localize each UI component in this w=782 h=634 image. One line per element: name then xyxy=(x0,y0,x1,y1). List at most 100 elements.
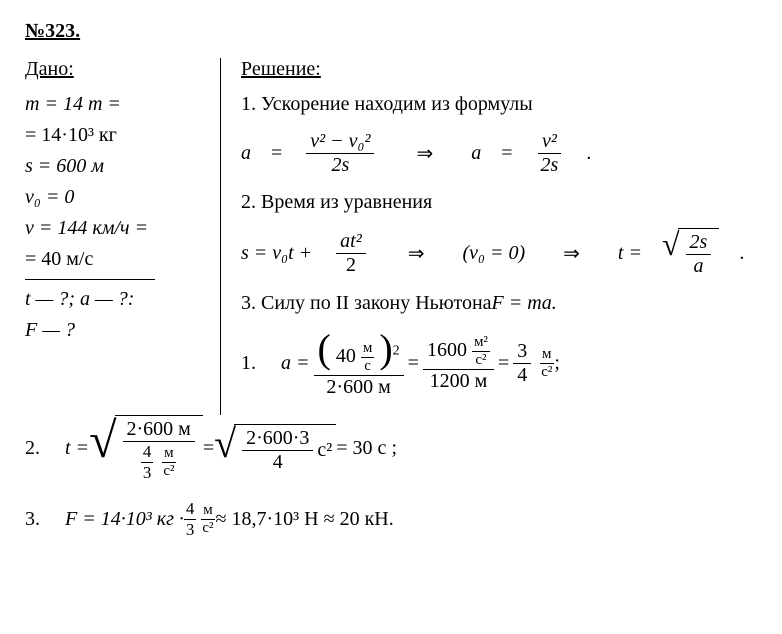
step2-text: 2. Время из уравнения xyxy=(241,191,757,214)
sq2-den: 4 xyxy=(269,451,287,474)
sqrt-den: a xyxy=(689,255,707,278)
var-a: a xyxy=(241,142,251,165)
u2-den: с² xyxy=(473,352,488,369)
step1-text: 1. Ускорение находим из формулы xyxy=(241,93,757,116)
given-v1: v = 144 км/ч = xyxy=(25,217,205,240)
sq1-den: 4 3 м с² xyxy=(137,442,181,483)
arrow-1: ⇒ xyxy=(416,141,433,166)
sqrt-num: 2s xyxy=(686,231,712,255)
given-v2: = 40 м/с xyxy=(25,248,205,271)
calc1-eq3: = xyxy=(498,352,509,375)
given-divider xyxy=(25,279,155,280)
mn: 1600 xyxy=(427,340,472,362)
calc1-a: a = xyxy=(281,352,310,375)
f2-num: v² xyxy=(538,130,561,154)
calc3-t1: F = 14·10³ кг · xyxy=(65,508,184,531)
question-f: F — ? xyxy=(25,319,205,342)
sqrt-sym1: √ xyxy=(89,415,116,483)
calc1-frac1: ( 40 м с )2 2·600 м xyxy=(314,329,404,399)
given-m2: = 14·10³ кг xyxy=(25,124,205,147)
sq1-frac: 2·600 м 4 3 м с² xyxy=(123,418,195,483)
sqrt-sym2: √ xyxy=(214,424,236,474)
given-m1: m = 14 т = xyxy=(25,93,205,116)
sqrt-body: 2s a xyxy=(678,228,720,278)
calc1: 1. a = ( 40 м с )2 2·600 м = 1600 xyxy=(241,329,757,399)
arrow-3: ⇒ xyxy=(563,241,580,266)
c3u-d: с² xyxy=(200,520,215,537)
res-den: 4 xyxy=(513,364,531,387)
solution-heading: Решение: xyxy=(241,58,757,81)
sq2-num: 2·600·3 xyxy=(242,427,313,451)
problem-number: №323. xyxy=(25,20,757,43)
step1-formula: a = v² − v₀² 2s ⇒ a = v² 2s . xyxy=(241,130,757,177)
eq2: = xyxy=(501,142,512,165)
u2-num: м² xyxy=(472,334,490,352)
calc1-mid-num: 1600 м² с² xyxy=(423,334,494,370)
f1-den: 2s xyxy=(327,154,353,177)
sq2-unit: с² xyxy=(317,439,332,462)
sq: 2 xyxy=(393,343,400,358)
at2-den: 2 xyxy=(342,254,360,277)
frac-1: v² − v₀² 2s xyxy=(306,130,374,177)
calc1-eq2: = xyxy=(408,352,419,375)
calc3-43: 4 3 xyxy=(184,499,197,540)
sqrt-2s-a: √ 2s a xyxy=(662,228,719,278)
calc1-frac2: 1600 м² с² 1200 м xyxy=(423,334,494,393)
rparen: ) xyxy=(379,326,392,371)
c3-3: 3 xyxy=(184,520,197,540)
ru-num: м xyxy=(540,346,554,364)
calc1-mid-den: 1200 м xyxy=(426,370,492,393)
sq1u-d: с² xyxy=(161,463,176,480)
t-eq: t = xyxy=(618,242,642,265)
calc2-sqrt1: √ 2·600 м 4 3 м с² xyxy=(89,415,203,483)
calc3: 3. F = 14·10³ кг · 4 3 м с² ≈ 18,7·10³ Н… xyxy=(25,499,757,540)
s-eq: s = v₀t + xyxy=(241,242,312,265)
given-s: s = 600 м xyxy=(25,155,205,178)
question-ta: t — ?; a — ?: xyxy=(25,288,205,311)
step3-formula: F = ma. xyxy=(492,292,557,315)
calc2-t: t = xyxy=(65,437,89,460)
calc1-bot: 2·600 м xyxy=(322,376,394,399)
calc2-sqrt2: √ 2·600·3 4 с² xyxy=(214,424,336,474)
at2-num: at² xyxy=(336,230,366,254)
sq2-frac: 2·600·3 4 xyxy=(242,427,313,474)
calc3-unit: м с² xyxy=(200,502,215,537)
var-a2: a xyxy=(471,142,481,165)
arrow-2: ⇒ xyxy=(408,241,425,266)
frac-2: v² 2s xyxy=(537,130,563,177)
main-layout: Дано: m = 14 т = = 14·10³ кг s = 600 м v… xyxy=(25,58,757,415)
res-unit: м с² xyxy=(539,346,554,381)
sqrt-body2: 2·600·3 4 с² xyxy=(234,424,336,474)
calc2: 2. t = √ 2·600 м 4 3 м с² = √ xyxy=(25,415,757,483)
u-num: м xyxy=(361,340,375,358)
calc3-num: 3. xyxy=(25,508,55,531)
solution-column: Решение: 1. Ускорение находим из формулы… xyxy=(220,58,757,415)
dot-2: . xyxy=(739,242,744,265)
calc1-top: ( 40 м с )2 xyxy=(314,329,404,376)
c3-4: 4 xyxy=(184,499,197,520)
paren-v0: (v₀ = 0) xyxy=(463,242,526,265)
sq1u-n: м xyxy=(162,445,176,463)
frac-at2: at² 2 xyxy=(336,230,366,277)
sq1-4: 4 xyxy=(141,442,154,463)
calc1-40: 40 xyxy=(336,345,361,367)
sqrt-body1: 2·600 м 4 3 м с² xyxy=(115,415,203,483)
u-den: с xyxy=(362,358,373,375)
calc1-num: 1. xyxy=(241,352,271,375)
calc2-eq2: = 30 с ; xyxy=(336,437,397,460)
given-v0: v₀ = 0 xyxy=(25,186,205,209)
calc2-eq: = xyxy=(203,437,214,460)
unit-ms: м с xyxy=(361,340,375,375)
calc1-res: 3 4 xyxy=(513,340,531,387)
f1-num: v² − v₀² xyxy=(306,130,374,154)
eq: = xyxy=(271,142,282,165)
given-heading: Дано: xyxy=(25,58,205,81)
sq1-num: 2·600 м xyxy=(123,418,195,442)
calc1-semi: ; xyxy=(554,352,560,375)
lparen: ( xyxy=(318,326,331,371)
c3u-n: м xyxy=(201,502,215,520)
sq1-unit: м с² xyxy=(161,445,176,480)
step3-text: 3. Силу по II закону Ньютона F = ma. xyxy=(241,292,757,315)
given-column: Дано: m = 14 т = = 14·10³ кг s = 600 м v… xyxy=(25,58,220,350)
sqrt-frac: 2s a xyxy=(686,231,712,278)
